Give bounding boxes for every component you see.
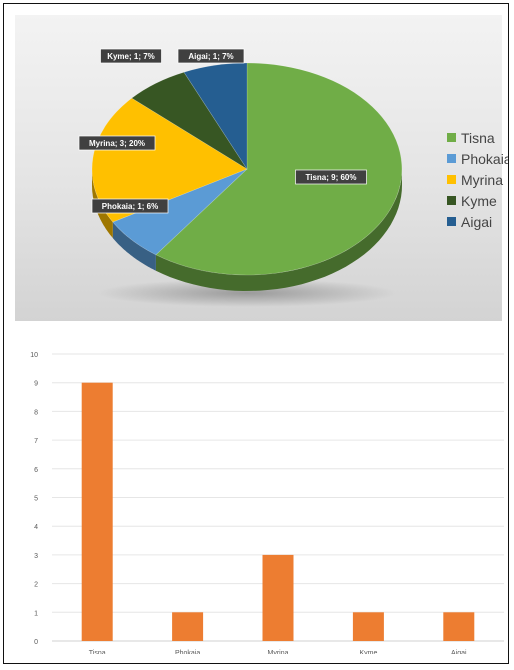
legend-item-phokaia: Phokaia	[447, 148, 509, 169]
bar-chart: 0 1 2 3 4 5 6 7 8 9 10 Tisna Phokaia Myrina Kyme Aigai	[4, 334, 509, 654]
y-tick-label-0: 0	[34, 639, 38, 646]
legend-item-tisna: Tisna	[447, 127, 509, 148]
svg-text:Kyme; 1; 7%: Kyme; 1; 7%	[107, 52, 155, 61]
y-tick-label-9: 9	[34, 381, 38, 388]
x-tick-label-kyme: Kyme	[359, 650, 377, 654]
pie-legend: Tisna Phokaia Myrina Kyme Aigai	[447, 127, 509, 232]
legend-swatch-phokaia	[447, 154, 456, 163]
legend-label-kyme: Kyme	[461, 193, 497, 209]
svg-text:Aigai; 1; 7%: Aigai; 1; 7%	[188, 52, 233, 61]
figure-frame: Tisna; 9; 60% Phokaia; 1; 6% Myrina; 3; 20…	[3, 3, 509, 664]
bar-phokaia	[172, 612, 203, 641]
legend-item-aigai: Aigai	[447, 211, 509, 232]
x-tick-label-phokaia: Phokaia	[175, 650, 200, 654]
y-tick-label-7: 7	[34, 438, 38, 445]
legend-item-myrina: Myrina	[447, 169, 509, 190]
svg-text:Tisna; 9; 60%: Tisna; 9; 60%	[306, 173, 357, 182]
legend-label-aigai: Aigai	[461, 214, 492, 230]
pie-data-label-myrina: Myrina; 3; 20%	[79, 136, 155, 150]
bar-kyme	[353, 612, 384, 641]
pie-data-label-aigai: Aigai; 1; 7%	[178, 49, 244, 63]
y-tick-label-4: 4	[34, 524, 38, 531]
y-tick-label-8: 8	[34, 409, 38, 416]
pie-data-label-tisna: Tisna; 9; 60%	[296, 170, 367, 184]
y-tick-label-5: 5	[34, 496, 38, 503]
x-tick-label-aigai: Aigai	[451, 650, 467, 654]
y-tick-label-10: 10	[30, 352, 38, 359]
y-tick-label-1: 1	[34, 610, 38, 617]
pie-data-label-kyme: Kyme; 1; 7%	[101, 49, 162, 63]
x-tick-label-tisna: Tisna	[89, 650, 106, 654]
bar-myrina	[263, 555, 294, 641]
y-tick-label-3: 3	[34, 553, 38, 560]
pie-data-label-phokaia: Phokaia; 1; 6%	[92, 199, 168, 213]
svg-text:Phokaia; 1; 6%: Phokaia; 1; 6%	[102, 202, 158, 211]
legend-swatch-myrina	[447, 175, 456, 184]
legend-label-tisna: Tisna	[461, 130, 495, 146]
bar-aigai	[443, 612, 474, 641]
x-tick-label-myrina: Myrina	[267, 650, 288, 654]
pie-chart-panel: Tisna; 9; 60% Phokaia; 1; 6% Myrina; 3; 20…	[15, 15, 502, 321]
y-tick-label-2: 2	[34, 582, 38, 589]
bar-tisna	[82, 383, 113, 641]
legend-swatch-tisna	[447, 133, 456, 142]
svg-text:Myrina; 3; 20%: Myrina; 3; 20%	[89, 139, 145, 148]
legend-swatch-kyme	[447, 196, 456, 205]
legend-label-myrina: Myrina	[461, 172, 503, 188]
legend-label-phokaia: Phokaia	[461, 151, 509, 167]
legend-swatch-aigai	[447, 217, 456, 226]
legend-item-kyme: Kyme	[447, 190, 509, 211]
y-tick-label-6: 6	[34, 467, 38, 474]
pie-chart: Tisna; 9; 60% Phokaia; 1; 6% Myrina; 3; 20…	[15, 15, 502, 321]
